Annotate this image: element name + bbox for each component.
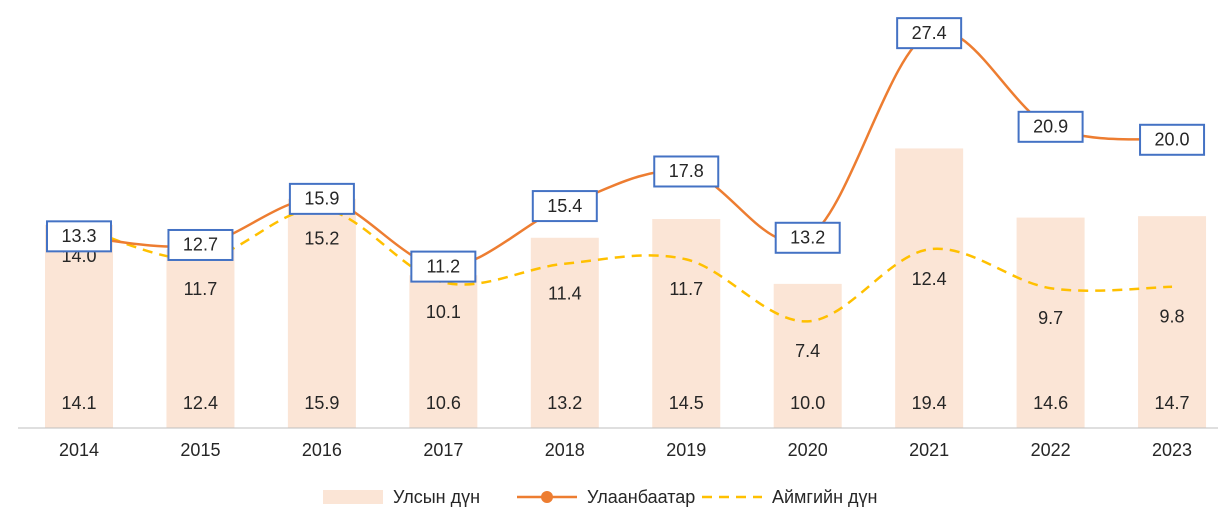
bar [1016, 217, 1085, 428]
label-box [774, 221, 841, 254]
bar [773, 283, 842, 428]
bar-label: 10.0 [790, 393, 825, 413]
label-box [410, 250, 477, 283]
bar-label: 19.4 [912, 393, 947, 413]
x-tick-label: 2017 [423, 440, 463, 460]
line-label: 9.7 [1038, 308, 1063, 328]
x-tick-label: 2021 [909, 440, 949, 460]
line-label: 15.9 [304, 189, 339, 209]
x-tick-label: 2016 [302, 440, 342, 460]
line-label: 11.7 [669, 279, 703, 299]
x-tick-label: 2014 [59, 440, 99, 460]
legend-label: Аймгийн дүн [772, 487, 878, 507]
line-label: 27.4 [912, 23, 947, 43]
line-label: 11.4 [548, 283, 582, 303]
bar [895, 148, 964, 428]
line-label: 10.1 [426, 302, 461, 322]
line-label: 17.8 [669, 161, 704, 181]
line-label: 11.2 [426, 256, 460, 276]
line-label: 13.3 [61, 226, 96, 246]
line-label: 9.8 [1160, 307, 1185, 327]
line-label: 20.9 [1033, 117, 1068, 137]
label-box [653, 155, 720, 188]
line-label: 15.2 [304, 229, 339, 249]
line-label: 15.4 [547, 196, 582, 216]
line-label: 13.2 [790, 228, 825, 248]
bar [409, 275, 478, 428]
line-label: 11.7 [184, 279, 218, 299]
label-box [1139, 123, 1206, 156]
label-box [1017, 110, 1084, 143]
x-tick-label: 2019 [666, 440, 706, 460]
bar [1138, 216, 1207, 428]
legend-label: Улсын дүн [393, 487, 480, 507]
label-box [531, 190, 598, 223]
bar-label: 14.1 [61, 393, 96, 413]
x-tick-label: 2023 [1152, 440, 1192, 460]
legend-swatch [323, 490, 383, 504]
bar-label: 14.6 [1033, 393, 1068, 413]
label-box [896, 17, 963, 50]
label-box [46, 220, 112, 253]
bar [45, 224, 113, 428]
line-label: 12.7 [183, 235, 218, 255]
legend-marker [541, 491, 553, 503]
line-label: 12.4 [912, 269, 947, 289]
bar [530, 237, 599, 428]
x-tick-label: 2022 [1031, 440, 1071, 460]
legend-label: Улаанбаатар [587, 487, 695, 507]
bar [287, 198, 356, 428]
x-tick-label: 2018 [545, 440, 585, 460]
label-box [288, 182, 355, 215]
bar-label: 15.9 [304, 393, 339, 413]
line [78, 207, 1173, 323]
x-tick-label: 2020 [788, 440, 828, 460]
label-box [167, 228, 234, 261]
line [78, 29, 1173, 268]
x-tick-label: 2015 [180, 440, 220, 460]
bar-label: 14.7 [1155, 393, 1190, 413]
bar-label: 14.5 [669, 393, 704, 413]
bar [166, 249, 235, 428]
bar [652, 219, 721, 428]
bar-label: 13.2 [547, 393, 582, 413]
line-label: 20.0 [1155, 130, 1190, 150]
line-label: 7.4 [795, 341, 820, 361]
bar-label: 12.4 [183, 393, 218, 413]
bar-label: 10.6 [426, 393, 461, 413]
